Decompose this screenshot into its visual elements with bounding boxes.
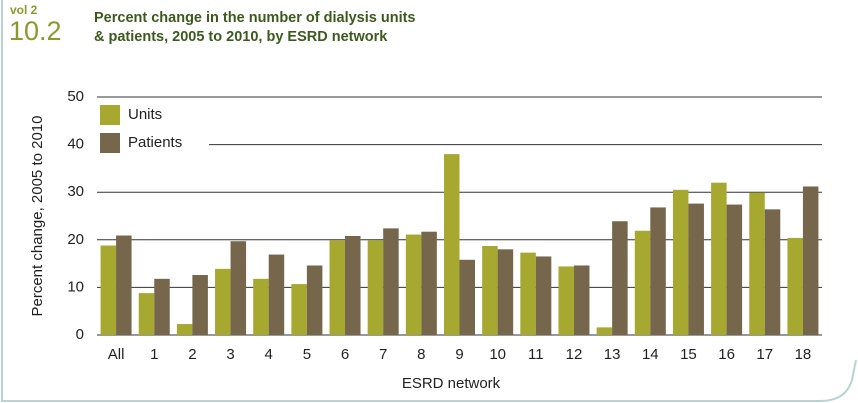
chart-title: Percent change in the number of dialysis…	[94, 10, 416, 26]
bar	[749, 192, 765, 335]
y-axis-title: Percent change, 2005 to 2010	[29, 116, 46, 317]
bar	[405, 234, 422, 335]
bar	[329, 240, 346, 335]
x-tick-label: 11	[528, 346, 544, 363]
bar	[558, 266, 574, 335]
y-tick-label: 30	[67, 183, 84, 200]
bar	[688, 203, 704, 335]
bar	[306, 265, 323, 335]
bar	[764, 209, 781, 335]
bar	[672, 189, 689, 335]
bar	[192, 275, 208, 335]
bar	[291, 284, 307, 335]
bar	[367, 240, 384, 335]
x-axis-title: ESRD network	[402, 375, 501, 392]
bar	[482, 245, 498, 335]
x-tick-label: 16	[718, 346, 735, 363]
x-tick-label: 2	[188, 346, 196, 363]
x-tick-label: 8	[417, 346, 425, 363]
y-tick-label: 40	[67, 136, 84, 153]
bar	[176, 324, 193, 335]
bar	[116, 235, 132, 335]
bar	[802, 186, 819, 335]
bar	[497, 249, 514, 335]
bar	[573, 265, 590, 335]
bar	[650, 207, 666, 335]
bar	[459, 259, 475, 335]
y-tick-label: 0	[76, 326, 84, 343]
bar	[345, 235, 361, 335]
bar	[383, 228, 399, 335]
bar	[535, 256, 552, 335]
x-tick-label: All	[108, 346, 125, 363]
x-tick-label: 14	[642, 346, 659, 363]
y-tick-label: 10	[67, 278, 84, 295]
bar	[596, 327, 613, 335]
x-tick-label: 5	[303, 346, 311, 363]
bar	[634, 230, 651, 335]
legend-swatch	[100, 105, 120, 125]
bar	[711, 182, 727, 335]
bar	[612, 221, 628, 335]
volume-label: vol 2	[10, 3, 38, 17]
x-tick-label: 18	[795, 346, 812, 363]
x-tick-label: 13	[604, 346, 621, 363]
bar	[253, 278, 269, 335]
bar	[100, 245, 117, 335]
legend-label: Units	[128, 106, 162, 123]
x-tick-label: 1	[150, 346, 158, 363]
bar	[726, 204, 743, 335]
bar	[520, 252, 536, 335]
x-tick-label: 9	[455, 346, 463, 363]
x-tick-label: 12	[566, 346, 583, 363]
bar	[421, 231, 437, 335]
x-tick-label: 17	[756, 346, 773, 363]
y-tick-label: 50	[67, 88, 84, 105]
x-tick-label: 10	[489, 346, 506, 363]
figure-number: 10.2	[9, 16, 62, 46]
x-tick-label: 7	[379, 346, 387, 363]
bar	[230, 241, 247, 335]
y-tick-label: 20	[67, 231, 84, 248]
legend-swatch	[100, 133, 120, 153]
bar	[138, 293, 155, 335]
bar	[444, 154, 460, 335]
bar	[154, 278, 170, 335]
chart-title: & patients, 2005 to 2010, by ESRD networ…	[94, 29, 388, 45]
x-tick-label: 3	[226, 346, 234, 363]
x-tick-label: 6	[341, 346, 349, 363]
bar	[268, 254, 285, 335]
bar	[215, 268, 231, 335]
x-tick-label: 4	[265, 346, 273, 363]
legend-label: Patients	[128, 134, 182, 151]
bar	[787, 237, 803, 335]
x-tick-label: 15	[680, 346, 697, 363]
